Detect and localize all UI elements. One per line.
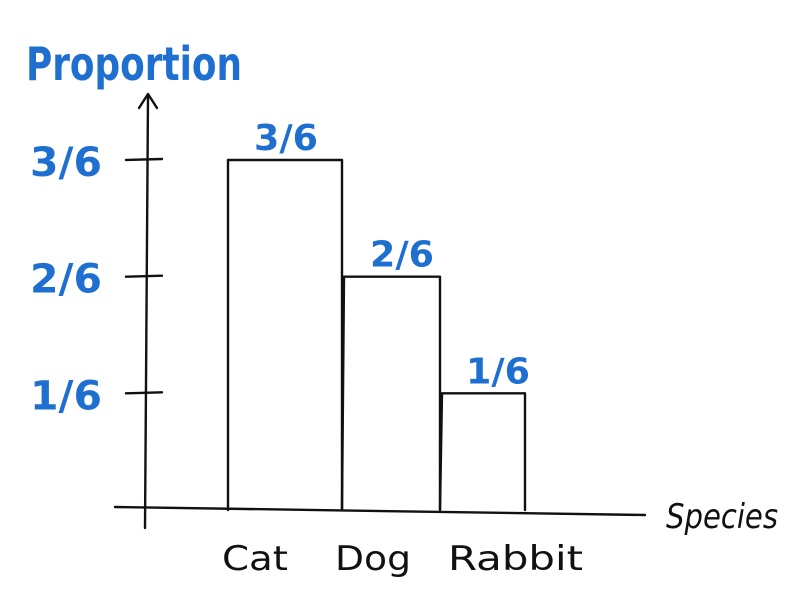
x-axis	[113, 505, 647, 517]
bar-value-label: 2/6	[370, 235, 434, 276]
y-axis	[143, 94, 150, 530]
y-tick-label: 3/6	[30, 140, 102, 186]
bar-value-label: 1/6	[466, 351, 530, 392]
bar-value-label: 3/6	[254, 118, 318, 159]
bar	[438, 392, 527, 512]
y-axis-title: Proportion	[26, 37, 242, 91]
y-axis-arrow	[137, 92, 159, 110]
y-tick-mark	[124, 157, 164, 162]
y-tick-label: 2/6	[30, 257, 102, 303]
y-ticks: 1/6 2/6 3/6	[30, 140, 164, 419]
bar	[340, 275, 442, 512]
x-axis-title: Species	[666, 497, 778, 537]
category-label: Cat	[222, 539, 288, 579]
bar	[226, 158, 344, 512]
bars: 3/6 2/6 1/6	[226, 118, 530, 512]
y-tick-mark	[124, 391, 164, 395]
category-labels: Cat Dog Rabbit	[222, 539, 583, 579]
category-label: Dog	[335, 539, 411, 579]
y-tick-label: 1/6	[30, 373, 102, 419]
category-label: Rabbit	[448, 539, 583, 579]
y-tick-mark	[124, 274, 164, 278]
